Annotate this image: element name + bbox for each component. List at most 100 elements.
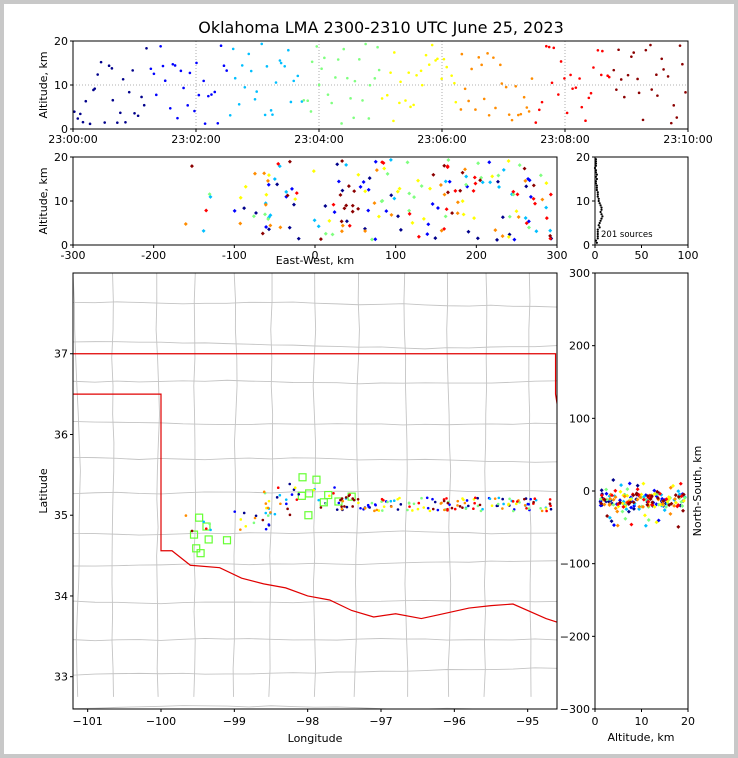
source-point	[420, 83, 424, 87]
county-line	[73, 421, 557, 426]
source-point	[499, 63, 502, 67]
source-point	[316, 224, 321, 229]
source-point	[476, 504, 480, 508]
source-point	[662, 68, 665, 71]
source-point	[455, 200, 460, 205]
source-point	[544, 507, 548, 510]
source-point	[228, 113, 232, 117]
source-point	[512, 237, 517, 242]
time-height-xtick-label: 23:04:00	[294, 133, 343, 146]
ns-altitude-ytick-label: 200	[569, 340, 590, 353]
source-point	[268, 223, 273, 228]
source-point	[461, 497, 464, 500]
source-point	[548, 502, 552, 505]
source-point	[523, 216, 528, 220]
source-point	[275, 496, 279, 499]
source-point	[152, 72, 156, 76]
source-point	[238, 195, 243, 200]
source-point	[363, 189, 368, 194]
source-point	[267, 523, 271, 526]
source-point	[373, 159, 378, 164]
source-point	[501, 497, 504, 501]
histogram-point	[595, 177, 598, 181]
county-line	[73, 560, 557, 568]
source-point	[627, 481, 632, 486]
source-point	[612, 68, 616, 72]
source-point	[493, 497, 497, 500]
source-point	[373, 77, 377, 80]
source-point	[619, 483, 624, 488]
source-point	[508, 497, 511, 501]
source-point	[330, 232, 335, 237]
source-point	[502, 502, 505, 506]
source-point	[522, 166, 527, 171]
source-point	[578, 77, 581, 80]
source-point	[207, 192, 212, 197]
source-point	[626, 73, 630, 77]
source-point	[335, 508, 339, 511]
ns-altitude-ylabel: North-South, km	[691, 446, 704, 537]
source-point	[434, 59, 437, 62]
figure-title: Oklahoma LMA 2300-2310 UTC June 25, 2023	[198, 18, 564, 37]
source-point	[580, 105, 584, 109]
source-point	[195, 61, 198, 65]
source-point	[544, 181, 549, 186]
lma-station	[202, 522, 211, 531]
source-point	[460, 52, 464, 56]
source-point	[159, 44, 162, 48]
source-point	[263, 212, 268, 217]
histogram-point	[595, 241, 598, 244]
plan-view-ytick-label: 33	[54, 671, 68, 684]
source-point	[366, 503, 370, 507]
lma-station	[305, 489, 314, 498]
source-point	[255, 90, 258, 93]
source-point	[415, 74, 418, 77]
source-point	[428, 186, 432, 191]
source-point	[464, 182, 469, 187]
plan-view-ytick-label: 37	[54, 348, 68, 361]
source-point	[202, 520, 206, 524]
source-point	[495, 179, 500, 184]
source-point	[420, 496, 423, 500]
source-point	[604, 487, 609, 492]
plan-view-axes	[72, 272, 558, 710]
source-point	[421, 216, 426, 221]
source-point	[531, 183, 536, 188]
source-point	[637, 91, 641, 95]
source-point	[525, 106, 529, 109]
source-point	[264, 527, 268, 531]
source-point	[412, 502, 416, 506]
source-point	[649, 43, 652, 47]
lma-station	[304, 511, 313, 520]
source-point	[431, 497, 434, 501]
source-point	[393, 51, 396, 54]
time-height-grid	[73, 41, 688, 129]
source-point	[333, 486, 336, 489]
source-point	[589, 91, 593, 95]
source-point	[324, 502, 328, 505]
source-point	[93, 87, 97, 90]
source-point	[533, 497, 537, 501]
source-point	[425, 232, 430, 237]
source-point	[615, 523, 620, 528]
histogram-point	[599, 210, 602, 214]
source-point	[352, 116, 355, 120]
histogram-point	[599, 204, 602, 207]
histogram-point	[596, 232, 599, 236]
source-point	[476, 161, 481, 166]
source-point	[493, 228, 498, 233]
source-point	[293, 197, 298, 202]
source-point	[231, 47, 235, 51]
source-point	[675, 116, 679, 119]
source-point	[240, 64, 244, 67]
source-point	[618, 489, 623, 494]
ns-altitude-ytick-label: −300	[560, 703, 590, 716]
source-point	[544, 216, 549, 221]
histogram-point	[601, 215, 604, 218]
source-point	[251, 214, 256, 219]
source-point	[643, 523, 648, 528]
source-point	[514, 209, 519, 214]
histogram-point	[600, 213, 603, 216]
source-point	[183, 221, 188, 226]
county-line	[312, 273, 317, 697]
